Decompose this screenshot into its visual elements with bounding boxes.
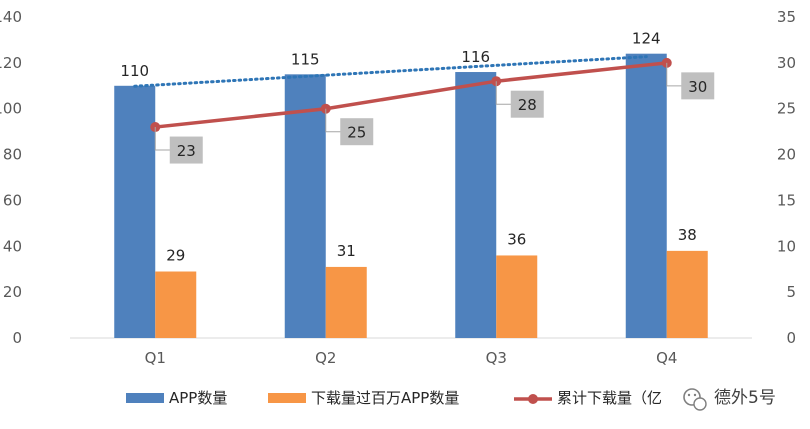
right-tick-label: 30 (777, 54, 796, 72)
callout-box (681, 72, 715, 100)
bar-app-count (455, 72, 497, 339)
legend-label: APP数量 (169, 389, 227, 407)
left-tick-label: 140 (0, 8, 22, 26)
callout-leader (154, 127, 171, 151)
trendline-app-count (133, 55, 648, 88)
legend-item-app-count[interactable]: APP数量 (126, 389, 227, 407)
legend-marker (528, 394, 538, 404)
trendline (133, 55, 648, 88)
bar-app-count (114, 85, 156, 339)
x-tick-label: Q3 (486, 349, 507, 367)
data-label-app-count: 124 (632, 30, 661, 48)
line-cumulative-downloads (155, 61, 667, 129)
callout-box (169, 136, 203, 164)
left-tick-label: 80 (3, 146, 22, 164)
callout-leader (666, 62, 682, 87)
watermark: 德外5号 (683, 388, 776, 411)
bar-app-count (625, 53, 667, 338)
bar-million-download-apps (155, 271, 197, 338)
data-label-app-count: 110 (120, 62, 149, 80)
bar-app-count (284, 74, 326, 339)
legend-item-cumulative-downloads[interactable]: 累计下载量（亿 (514, 389, 662, 407)
legend-swatch (268, 393, 306, 403)
wechat-icon (683, 388, 707, 411)
data-label-million-download-apps: 29 (166, 247, 185, 265)
legend-item-million-download-apps[interactable]: 下载量过百万APP数量 (268, 389, 459, 407)
data-label-cumulative-downloads: 30 (688, 78, 707, 96)
right-tick-label: 0 (786, 329, 796, 347)
data-label-million-download-apps: 38 (678, 226, 697, 244)
callout-leader (325, 108, 341, 133)
data-label-app-count: 115 (291, 50, 320, 68)
bars (114, 53, 708, 339)
right-tick-label: 20 (777, 146, 796, 164)
left-tick-label: 60 (3, 191, 22, 209)
left-tick-label: 0 (12, 329, 22, 347)
x-tick-label: Q1 (145, 349, 166, 367)
bar-million-download-apps (325, 266, 367, 338)
legend[interactable]: APP数量 下载量过百万APP数量 累计下载量（亿 (126, 389, 662, 407)
left-tick-label: 120 (0, 54, 22, 72)
data-label-cumulative-downloads: 28 (518, 96, 537, 114)
right-tick-label: 5 (786, 283, 796, 301)
right-tick-label: 10 (777, 237, 796, 255)
callout-leader (495, 81, 512, 105)
data-label-million-download-apps: 36 (507, 230, 526, 248)
data-label-cumulative-downloads: 25 (347, 124, 366, 142)
data-label-million-download-apps: 31 (337, 242, 356, 260)
bar-million-download-apps (666, 250, 708, 338)
x-tick-label: Q4 (656, 349, 677, 367)
callout-box (510, 90, 544, 118)
right-tick-label: 35 (777, 8, 796, 26)
x-axis: Q1 Q2 Q3 Q4 (145, 349, 678, 367)
left-tick-label: 100 (0, 100, 22, 118)
right-axis: 0 5 10 15 20 25 30 35 (777, 8, 796, 347)
data-label-cumulative-downloads: 23 (177, 142, 196, 160)
left-axis: 0 20 40 60 80 100 120 140 (0, 8, 22, 347)
right-tick-label: 25 (777, 100, 796, 118)
legend-label: 累计下载量（亿 (557, 389, 662, 407)
watermark-text: 德外5号 (714, 388, 776, 408)
x-tick-label: Q2 (315, 349, 336, 367)
legend-swatch (126, 393, 164, 403)
data-label-app-count: 116 (461, 48, 490, 66)
bar-million-download-apps (496, 255, 538, 338)
callout-box (340, 118, 374, 146)
right-tick-label: 15 (777, 191, 796, 209)
left-tick-label: 20 (3, 283, 22, 301)
data-labels: 110 29 115 31 116 36 124 38 23 25 28 30 (120, 30, 715, 265)
left-tick-label: 40 (3, 237, 22, 255)
legend-label: 下载量过百万APP数量 (311, 389, 459, 407)
